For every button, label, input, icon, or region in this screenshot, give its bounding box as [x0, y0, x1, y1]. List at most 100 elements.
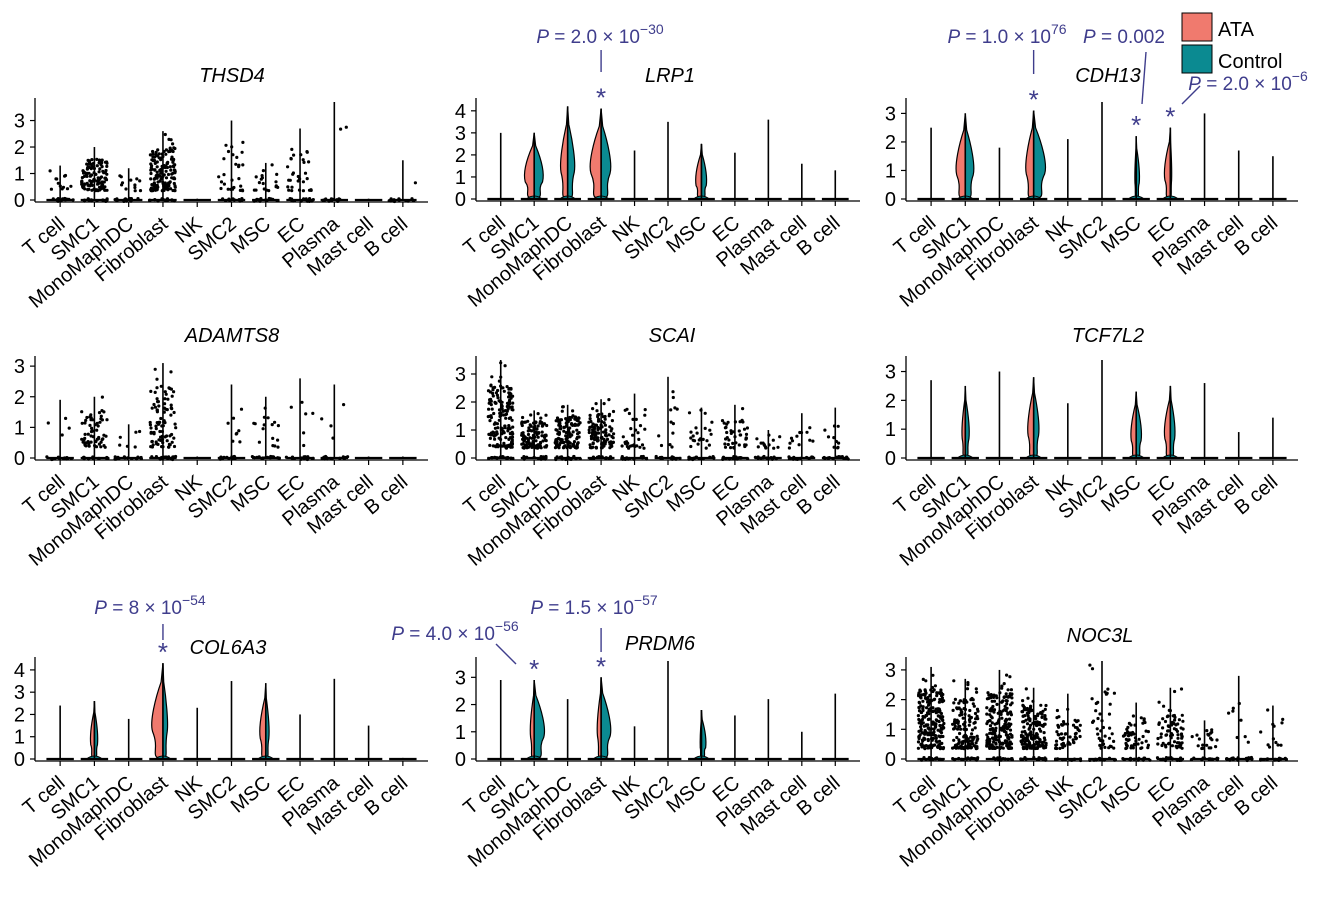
data-point [531, 439, 535, 444]
data-point [788, 456, 792, 460]
data-point [923, 737, 927, 741]
data-point [1056, 732, 1060, 737]
data-point [87, 162, 91, 166]
data-point [1078, 734, 1082, 739]
data-point [299, 153, 303, 157]
data-point [955, 735, 959, 740]
data-point [756, 445, 760, 449]
data-point [1175, 729, 1179, 734]
data-point [89, 430, 94, 434]
data-point [673, 406, 677, 410]
data-point [988, 731, 992, 735]
points-plasma [753, 433, 782, 461]
data-point [118, 443, 122, 447]
data-point [975, 707, 980, 711]
data-point [1000, 684, 1004, 688]
data-point [744, 436, 748, 440]
data-point [737, 443, 741, 447]
data-point [607, 412, 612, 416]
points-plasma [320, 403, 350, 461]
data-point [526, 432, 531, 437]
data-point [678, 456, 682, 460]
data-point [95, 421, 99, 425]
data-point [1094, 701, 1098, 706]
data-point [532, 455, 536, 459]
data-point [102, 410, 106, 414]
data-point [764, 446, 768, 450]
data-point [689, 430, 693, 434]
x-tick-label: MSC [1097, 772, 1145, 817]
data-point [745, 426, 750, 430]
data-point [1236, 756, 1240, 760]
data-point [1024, 687, 1028, 691]
data-point [1177, 718, 1181, 722]
data-point [148, 423, 152, 427]
data-point [962, 700, 966, 704]
data-point [557, 446, 561, 450]
data-point [69, 184, 73, 188]
data-point [150, 406, 154, 410]
data-point [990, 721, 994, 725]
data-point [289, 405, 293, 409]
data-point [520, 431, 524, 435]
data-point [342, 457, 346, 461]
data-point [71, 198, 75, 202]
data-point [609, 456, 613, 460]
data-point [1040, 740, 1044, 745]
data-point [694, 426, 698, 430]
data-point [1088, 663, 1092, 667]
data-point [311, 411, 315, 415]
data-point [832, 424, 837, 428]
data-point [789, 436, 794, 440]
data-point [167, 181, 171, 185]
data-point [607, 433, 611, 437]
data-point [567, 440, 571, 445]
data-point [992, 740, 996, 744]
data-point [917, 717, 921, 722]
data-point [578, 457, 582, 461]
data-point [692, 439, 697, 443]
data-point [173, 422, 177, 426]
data-point [930, 727, 934, 731]
data-point [95, 157, 99, 161]
data-point [1020, 710, 1024, 714]
data-point [988, 693, 993, 697]
data-point [149, 177, 153, 181]
data-point [928, 693, 932, 698]
data-point [1141, 734, 1145, 739]
data-point [926, 733, 930, 737]
y-tick-label: 2 [455, 695, 466, 717]
data-point [645, 457, 649, 461]
data-point [742, 427, 747, 431]
data-point [595, 439, 600, 443]
data-point [533, 430, 537, 434]
data-point [576, 432, 580, 436]
data-point [1123, 733, 1127, 737]
data-point [237, 165, 241, 169]
data-point [511, 401, 515, 405]
violin-control [1169, 385, 1176, 459]
data-point [172, 199, 176, 203]
data-point [1032, 755, 1036, 760]
data-point [134, 430, 138, 434]
data-point [1112, 691, 1116, 695]
violin-ata [589, 108, 602, 200]
data-point [129, 197, 133, 201]
data-point [1144, 739, 1148, 743]
data-point [966, 740, 970, 744]
data-point [1072, 757, 1077, 761]
data-point [492, 422, 496, 426]
data-point [273, 444, 277, 448]
points-fibroblast [148, 367, 178, 462]
data-point [164, 407, 168, 411]
data-point [170, 172, 174, 176]
data-point [152, 432, 156, 436]
data-point [299, 199, 303, 203]
data-point [723, 445, 728, 449]
data-point [344, 125, 348, 129]
data-point [1281, 717, 1285, 722]
data-point [241, 163, 245, 167]
data-point [169, 406, 173, 410]
data-point [558, 424, 563, 428]
